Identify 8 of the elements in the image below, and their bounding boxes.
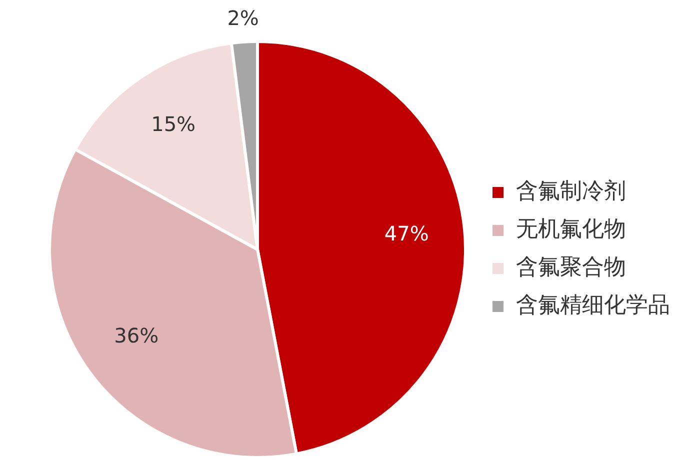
legend-label: 含氟聚合物 — [516, 255, 626, 280]
data-label: 15% — [151, 112, 196, 136]
data-label: 2% — [227, 6, 259, 30]
data-label: 47% — [384, 222, 429, 246]
legend-label: 含氟精细化学品 — [516, 293, 670, 318]
legend-label: 含氟制冷剂 — [516, 179, 626, 204]
legend-label: 无机氟化物 — [516, 217, 626, 242]
data-label: 36% — [114, 324, 159, 348]
